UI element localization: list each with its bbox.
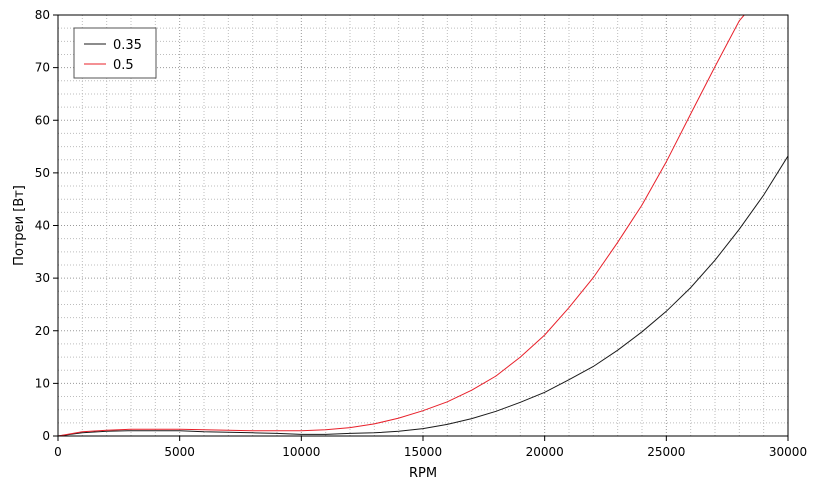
y-tick-label: 10 — [35, 376, 50, 390]
x-tick-label: 0 — [54, 445, 62, 459]
x-tick-label: 15000 — [404, 445, 442, 459]
legend: 0.35 0.5 — [73, 27, 157, 79]
y-tick-label: 30 — [35, 271, 50, 285]
plot-series-group — [58, 15, 788, 436]
y-tick-label: 50 — [35, 166, 50, 180]
x-tick-label: 5000 — [164, 445, 195, 459]
x-tick-label: 20000 — [526, 445, 564, 459]
y-tick-label: 80 — [35, 8, 50, 22]
x-tick-label: 25000 — [647, 445, 685, 459]
y-tick-label: 70 — [35, 61, 50, 75]
y-tick-label: 40 — [35, 219, 50, 233]
legend-label: 0.35 — [113, 38, 142, 53]
series-line-0-35 — [58, 155, 788, 436]
x-tick-label: 30000 — [769, 445, 807, 459]
legend-box — [73, 27, 157, 79]
y-axis-ticks: 0 10 20 30 40 50 60 70 80 — [35, 8, 58, 443]
y-tick-label: 0 — [42, 429, 50, 443]
series-line-0-5 — [58, 15, 745, 436]
x-tick-label: 10000 — [282, 445, 320, 459]
y-tick-label: 20 — [35, 324, 50, 338]
chart-grid — [58, 15, 788, 436]
x-axis-ticks: 0 5000 10000 15000 20000 25000 30000 — [54, 436, 807, 459]
legend-label: 0.5 — [113, 58, 134, 73]
y-axis-label: Потреи [Вт] — [12, 185, 27, 266]
x-axis-label: RPM — [409, 466, 437, 481]
y-tick-label: 60 — [35, 113, 50, 127]
